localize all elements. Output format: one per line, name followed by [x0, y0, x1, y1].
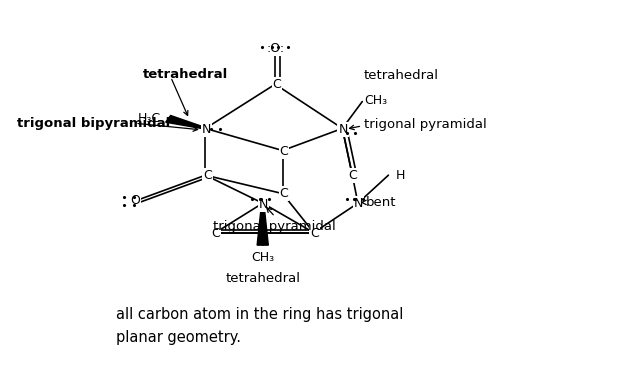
Text: all carbon atom in the ring has trigonal: all carbon atom in the ring has trigonal	[116, 307, 404, 322]
Text: H₃C: H₃C	[138, 112, 161, 125]
Text: CH₃: CH₃	[251, 251, 274, 264]
Text: planar geometry.: planar geometry.	[116, 329, 241, 345]
Text: N: N	[202, 123, 211, 136]
Text: O: O	[130, 194, 140, 207]
Text: CH₃: CH₃	[364, 94, 388, 107]
Text: tetrahedral: tetrahedral	[143, 68, 229, 81]
Polygon shape	[257, 203, 268, 245]
Text: tetrahedral: tetrahedral	[225, 272, 300, 285]
Text: :O:: :O:	[266, 42, 284, 55]
Text: N: N	[338, 123, 348, 136]
Text: C: C	[272, 79, 281, 92]
Text: tetrahedral: tetrahedral	[364, 69, 439, 82]
Text: H: H	[396, 169, 405, 182]
Text: trigonal pyramidal: trigonal pyramidal	[364, 118, 486, 131]
Text: C: C	[203, 170, 212, 183]
Text: C: C	[349, 170, 358, 183]
Text: N: N	[354, 197, 363, 210]
Text: trigonal bipyramidal: trigonal bipyramidal	[17, 117, 170, 130]
Text: C: C	[279, 145, 288, 158]
Polygon shape	[166, 115, 206, 129]
Text: N: N	[259, 198, 268, 211]
Text: trigonal pyramidal: trigonal pyramidal	[213, 220, 335, 233]
Text: bent: bent	[366, 196, 396, 209]
Text: C: C	[279, 187, 288, 200]
Text: C: C	[211, 227, 220, 240]
Text: C: C	[310, 227, 319, 240]
